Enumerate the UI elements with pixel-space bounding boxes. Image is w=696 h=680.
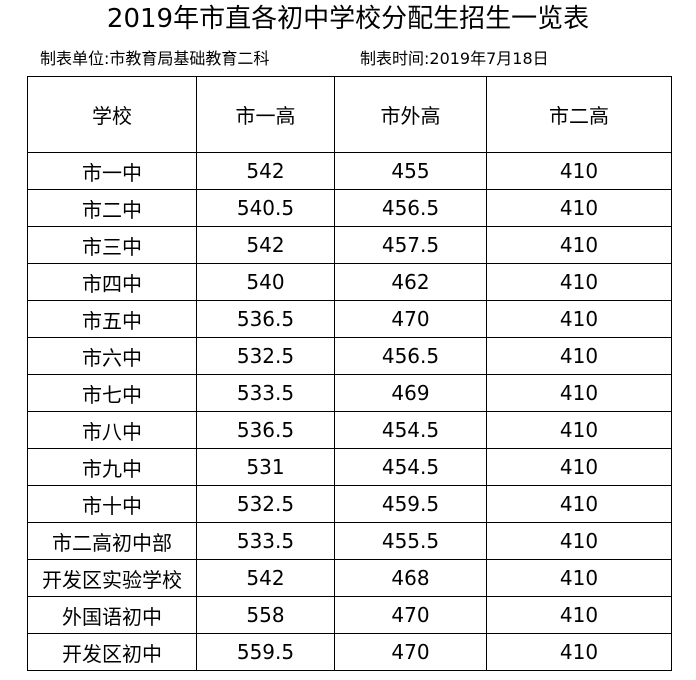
table-row: 市二中 540.5 456.5 410 <box>27 189 672 227</box>
score-cell: 456.5 <box>334 189 487 227</box>
score-cell: 410 <box>486 522 672 560</box>
score-cell: 459.5 <box>334 485 487 523</box>
score-cell: 533.5 <box>196 522 335 560</box>
table-row: 市七中 533.5 469 410 <box>27 374 672 412</box>
score-cell: 558 <box>196 596 335 634</box>
score-cell: 462 <box>334 263 487 301</box>
score-cell: 542 <box>196 226 335 264</box>
score-cell: 559.5 <box>196 633 335 671</box>
score-cell: 455 <box>334 152 487 190</box>
header-row: 学校 市一高 市外高 市二高 <box>27 76 672 153</box>
table-row: 外国语初中 558 470 410 <box>27 596 672 634</box>
score-cell: 456.5 <box>334 337 487 375</box>
title: 2019年市直各初中学校分配生招生一览表 <box>106 4 590 34</box>
score-cell: 532.5 <box>196 337 335 375</box>
unit: 制表单位:市教育局基础教育二科 <box>40 49 270 68</box>
score-cell: 410 <box>486 374 672 412</box>
school-cell: 市二中 <box>27 189 197 227</box>
column-header: 市二高 <box>486 76 672 153</box>
school-cell: 外国语初中 <box>27 596 197 634</box>
score-cell: 536.5 <box>196 411 335 449</box>
score-cell: 540.5 <box>196 189 335 227</box>
score-cell: 457.5 <box>334 226 487 264</box>
score-cell: 410 <box>486 337 672 375</box>
date: 制表时间:2019年7月18日 <box>360 49 549 68</box>
score-cell: 454.5 <box>334 448 487 486</box>
school-cell: 市五中 <box>27 300 197 338</box>
table-row: 市四中 540 462 410 <box>27 263 672 301</box>
score-cell: 470 <box>334 596 487 634</box>
column-header: 市外高 <box>334 76 487 153</box>
score-cell: 410 <box>486 596 672 634</box>
column-header: 市一高 <box>196 76 335 153</box>
score-table: 学校 市一高 市外高 市二高 市一中 542 455 410 市二中 540.5 456.5 410… <box>27 76 672 671</box>
table-row: 市六中 532.5 456.5 410 <box>27 337 672 375</box>
score-cell: 532.5 <box>196 485 335 523</box>
score-cell: 469 <box>334 374 487 412</box>
school-cell: 市六中 <box>27 337 197 375</box>
school-cell: 市八中 <box>27 411 197 449</box>
score-cell: 470 <box>334 300 487 338</box>
score-cell: 410 <box>486 411 672 449</box>
table-row: 市九中 531 454.5 410 <box>27 448 672 486</box>
score-cell: 410 <box>486 263 672 301</box>
score-cell: 454.5 <box>334 411 487 449</box>
score-cell: 410 <box>486 226 672 264</box>
score-cell: 410 <box>486 300 672 338</box>
table-row: 市十中 532.5 459.5 410 <box>27 485 672 523</box>
score-cell: 531 <box>196 448 335 486</box>
score-cell: 540 <box>196 263 335 301</box>
score-cell: 542 <box>196 152 335 190</box>
score-cell: 533.5 <box>196 374 335 412</box>
table-row: 市一中 542 455 410 <box>27 152 672 190</box>
score-cell: 470 <box>334 633 487 671</box>
score-cell: 410 <box>486 189 672 227</box>
school-cell: 市九中 <box>27 448 197 486</box>
score-cell: 410 <box>486 152 672 190</box>
score-cell: 536.5 <box>196 300 335 338</box>
score-cell: 410 <box>486 448 672 486</box>
table-row: 市二高初中部 533.5 455.5 410 <box>27 522 672 560</box>
school-cell: 市七中 <box>27 374 197 412</box>
table-row: 市八中 536.5 454.5 410 <box>27 411 672 449</box>
school-cell: 市四中 <box>27 263 197 301</box>
table-row: 市五中 536.5 470 410 <box>27 300 672 338</box>
school-cell: 开发区初中 <box>27 633 197 671</box>
table-row: 开发区初中 559.5 470 410 <box>27 633 672 671</box>
score-cell: 542 <box>196 559 335 597</box>
score-cell: 468 <box>334 559 487 597</box>
school-cell: 市十中 <box>27 485 197 523</box>
score-cell: 410 <box>486 559 672 597</box>
score-cell: 455.5 <box>334 522 487 560</box>
score-cell: 410 <box>486 485 672 523</box>
school-cell: 开发区实验学校 <box>27 559 197 597</box>
score-cell: 410 <box>486 633 672 671</box>
school-cell: 市三中 <box>27 226 197 264</box>
school-cell: 市二高初中部 <box>27 522 197 560</box>
table-row: 市三中 542 457.5 410 <box>27 226 672 264</box>
column-header: 学校 <box>27 76 197 153</box>
table-row: 开发区实验学校 542 468 410 <box>27 559 672 597</box>
school-cell: 市一中 <box>27 152 197 190</box>
